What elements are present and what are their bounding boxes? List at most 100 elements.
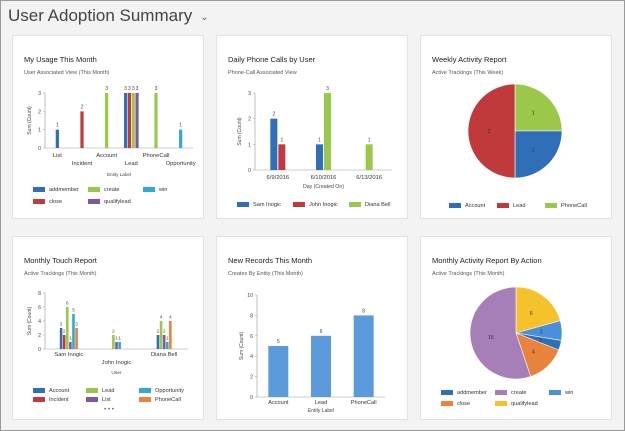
bar (127, 93, 132, 148)
bar (162, 335, 166, 349)
legend-label: John Inogic (309, 202, 338, 208)
bar (65, 307, 69, 349)
y-tick-label: 6 (38, 305, 41, 311)
legend-swatch (293, 202, 305, 207)
legend-label: Lead (102, 388, 114, 394)
dashboard-header[interactable]: User Adoption Summary ⌄ (8, 5, 209, 27)
data-label: 1 (118, 336, 121, 341)
bar (55, 129, 59, 148)
slice-label: 16 (488, 335, 494, 341)
y-tick-label: 2 (38, 333, 41, 339)
chart-subtitle: User Associated View (This Month) (24, 70, 110, 76)
bar (159, 321, 163, 349)
chart-svg: 1 1 2 Account Lead PhoneCall (449, 83, 587, 209)
legend-swatch (33, 397, 45, 402)
y-axis-title: Sum (Count) (237, 117, 243, 146)
slice-label: 2 (488, 129, 491, 135)
x-tick-label: Incident (72, 161, 93, 167)
bar (278, 144, 286, 170)
bar (124, 93, 128, 148)
legend-label: close (49, 199, 62, 205)
legend-swatch (549, 390, 561, 395)
chart-subtitle: Active Trackings (This Month) (24, 271, 97, 277)
bar (324, 93, 331, 170)
bar (268, 346, 289, 397)
bar (135, 93, 139, 148)
data-label: 1 (69, 336, 72, 341)
chart-title: Monthly Activity Report By Action (432, 256, 542, 265)
x-tick-label: Lead (125, 161, 138, 167)
legend-label: Account (465, 203, 486, 209)
chart-card-daily-phone-calls[interactable]: Daily Phone Calls by User Phone-Call Ass… (216, 35, 408, 219)
slice-label: 1 (532, 111, 535, 117)
chart-card-my-usage[interactable]: My Usage This Month User Associated View… (12, 35, 204, 219)
x-tick-label: Lead (315, 400, 327, 406)
chevron-down-icon[interactable]: ⌄ (200, 11, 209, 23)
slice-label: 4 (532, 349, 535, 355)
legend-label: Diana Bell (365, 202, 391, 208)
x-tick-label: Account (96, 153, 117, 159)
y-tick-label: 8 (38, 291, 41, 297)
bar (75, 328, 78, 349)
chart-card-monthly-touch[interactable]: Monthly Touch Report Active Trackings (T… (12, 236, 204, 420)
data-label: 3 (75, 322, 78, 327)
data-label: 3 (60, 322, 63, 327)
bar (72, 314, 75, 349)
data-label: 1 (56, 123, 59, 129)
data-label: 2 (163, 329, 166, 334)
y-axis-title: Sum (Count) (27, 106, 33, 135)
legend-label: Opportunity (155, 388, 184, 394)
legend-swatch (349, 202, 361, 207)
legend-swatch (33, 199, 45, 204)
bar (353, 315, 374, 397)
legend-label: qualifylead (104, 199, 131, 205)
x-tick-label: PhoneCall (351, 400, 377, 406)
legend-swatch (545, 203, 557, 208)
slice-label: 6 (530, 311, 533, 317)
legend-swatch (86, 388, 98, 393)
legend-label: PhoneCall (155, 397, 181, 403)
chart-svg: 6 2 14 16 addmember create win close qualifylead (441, 286, 573, 407)
legend-label: List (102, 397, 111, 403)
bar (316, 144, 323, 170)
pie-slice (514, 83, 563, 132)
y-tick-label: 8 (250, 313, 253, 319)
data-label: 3 (136, 86, 139, 92)
y-tick-label: 4 (38, 319, 41, 325)
bar (112, 335, 115, 349)
legend-swatch (88, 199, 100, 204)
dashboard-title: User Adoption Summary (8, 6, 193, 25)
data-label: 2 (112, 329, 115, 334)
bar (80, 111, 84, 148)
data-label: 8 (362, 308, 365, 314)
x-tick-label: Opportunity (166, 161, 196, 167)
legend-swatch (441, 390, 453, 395)
y-tick-label: 3 (248, 91, 251, 97)
chart-card-weekly-activity[interactable]: Weekly Activity Report Active Trackings … (420, 35, 612, 219)
legend-label: win (158, 187, 167, 193)
data-label: 3 (124, 86, 127, 92)
x-axis-title: Entity Label (107, 172, 131, 177)
bar (270, 118, 278, 170)
y-tick-label: 0 (248, 168, 251, 174)
chart-subtitle: Active Trackings (This Week) (432, 70, 504, 76)
y-tick-label: 2 (248, 117, 251, 123)
pie-slice (514, 130, 563, 179)
chart-subtitle: Active Trackings (This Month) (432, 271, 505, 277)
pie-slice (469, 286, 532, 380)
pie-slice (515, 286, 561, 334)
legend-swatch (139, 397, 151, 402)
data-label: 3 (105, 86, 108, 92)
legend-swatch (495, 390, 507, 395)
legend-swatch (33, 187, 45, 192)
x-tick-label: List (53, 153, 62, 159)
legend-swatch (86, 397, 98, 402)
legend-label: create (104, 187, 120, 193)
bar (311, 335, 331, 397)
y-tick-label: 4 (250, 354, 253, 360)
chart-card-new-records[interactable]: New Records This Month Creates By Entity… (216, 236, 408, 420)
chart-card-activity-by-action[interactable]: Monthly Activity Report By Action Active… (420, 236, 612, 420)
chart-subtitle: Creates By Entity (This Month) (228, 271, 303, 277)
